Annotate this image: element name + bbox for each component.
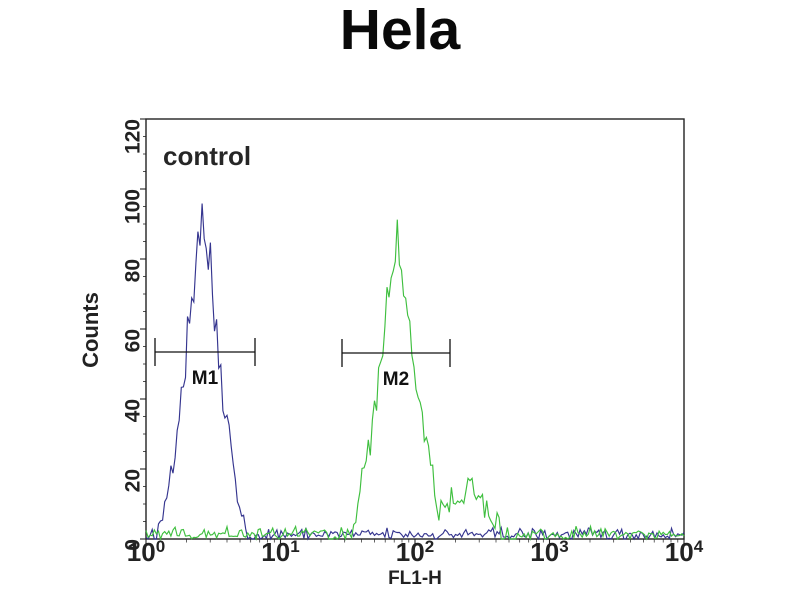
svg-text:40: 40 <box>122 399 145 422</box>
svg-text:101: 101 <box>261 537 299 568</box>
svg-text:M2: M2 <box>383 369 409 390</box>
svg-text:60: 60 <box>122 329 145 352</box>
svg-text:120: 120 <box>122 119 145 154</box>
svg-text:102: 102 <box>396 537 434 568</box>
svg-text:20: 20 <box>122 469 145 492</box>
svg-text:103: 103 <box>530 537 568 568</box>
svg-text:80: 80 <box>122 259 145 282</box>
svg-text:FL1-H: FL1-H <box>388 568 442 589</box>
svg-text:100: 100 <box>127 537 165 568</box>
svg-text:M1: M1 <box>192 368 219 389</box>
svg-text:104: 104 <box>665 537 704 568</box>
svg-text:control: control <box>163 141 251 171</box>
svg-text:100: 100 <box>122 189 145 224</box>
svg-text:Counts: Counts <box>78 292 103 368</box>
